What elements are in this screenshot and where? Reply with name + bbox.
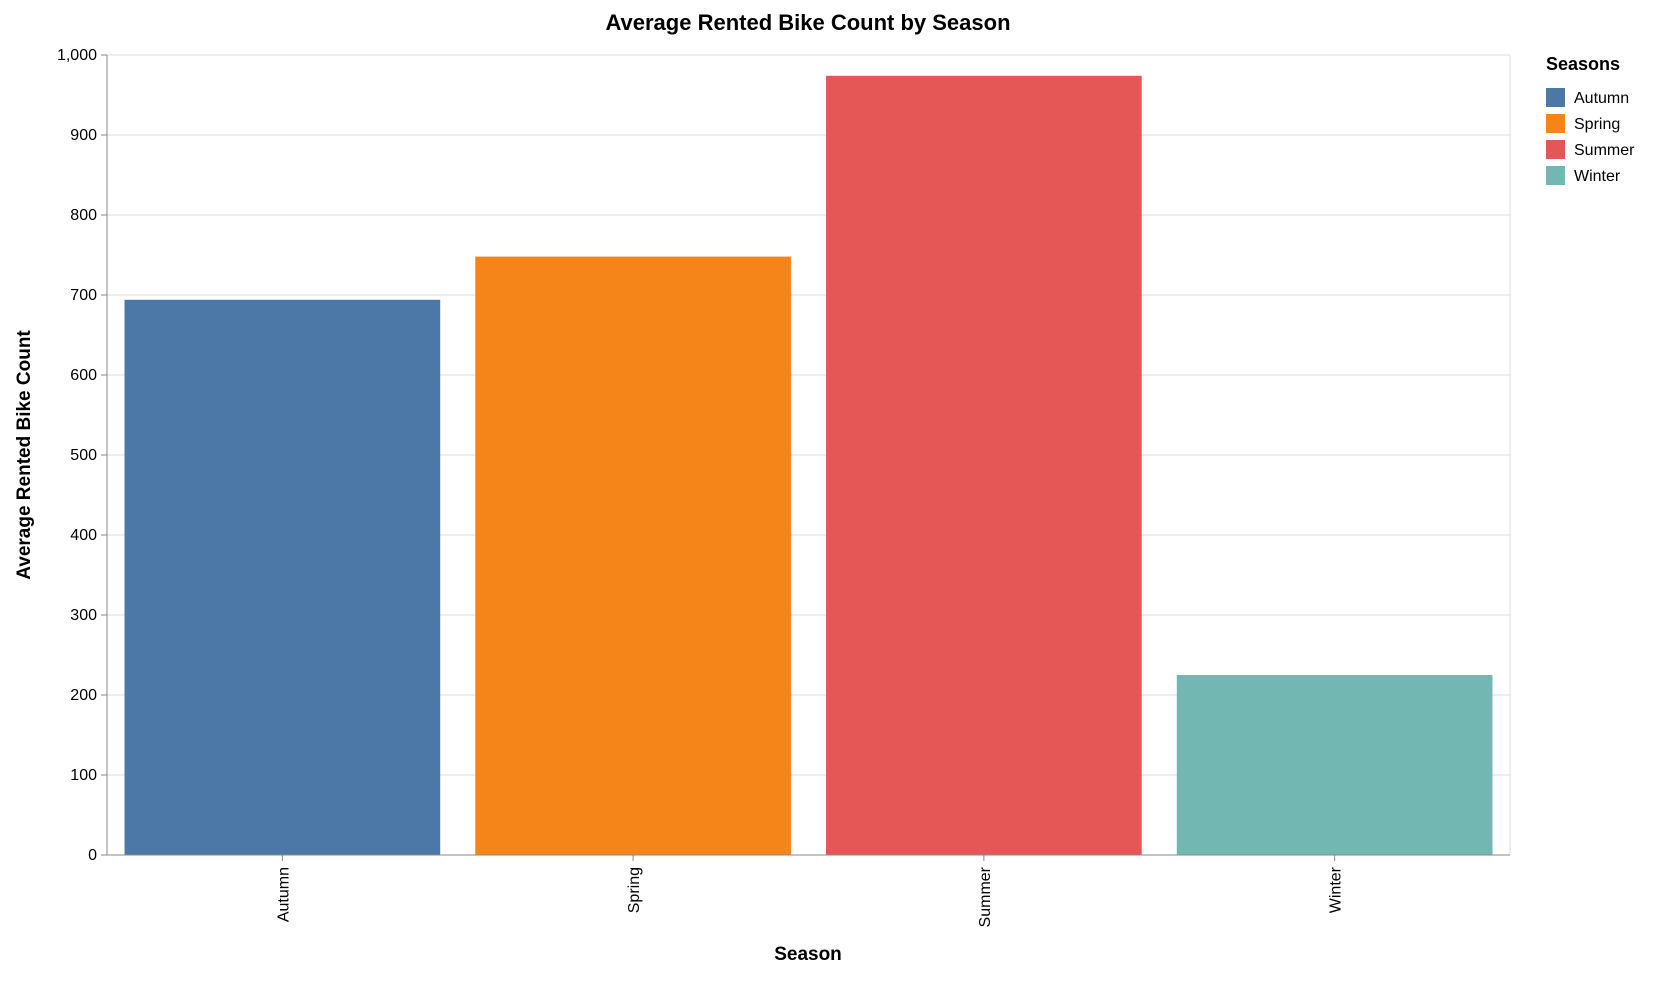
x-axis-title: Season <box>774 944 842 965</box>
y-tick-label: 700 <box>70 287 97 304</box>
bar-autumn <box>124 299 441 855</box>
x-tick-label: Winter <box>1328 866 1345 913</box>
legend-swatch-winter <box>1546 166 1565 185</box>
y-tick-label: 800 <box>70 207 97 224</box>
y-tick-label: 900 <box>70 127 97 144</box>
y-axis-ticks: 0 100 200 300 400 500 600 700 800 900 1,000 <box>57 47 107 864</box>
y-tick-label: 300 <box>70 607 97 624</box>
x-tick-label: Summer <box>977 866 994 927</box>
y-tick-label: 500 <box>70 447 97 464</box>
legend-swatch-spring <box>1546 114 1565 133</box>
y-axis-title: Average Rented Bike Count <box>14 330 35 580</box>
legend: Seasons Autumn Spring Summer Winter <box>1546 54 1635 185</box>
y-tick-label: 400 <box>70 527 97 544</box>
chart-title: Average Rented Bike Count by Season <box>605 10 1010 35</box>
legend-swatch-summer <box>1546 140 1565 159</box>
legend-label-autumn: Autumn <box>1574 90 1629 107</box>
x-tick-label: Autumn <box>275 867 292 922</box>
legend-label-spring: Spring <box>1574 116 1620 133</box>
y-tick-label: 100 <box>70 767 97 784</box>
x-tick-label: Spring <box>626 867 643 913</box>
y-tick-label: 1,000 <box>57 47 97 64</box>
y-tick-label: 0 <box>88 847 97 864</box>
y-tick-label: 200 <box>70 687 97 704</box>
legend-swatch-autumn <box>1546 88 1565 107</box>
bar-winter <box>1176 675 1493 855</box>
bars <box>124 75 1493 856</box>
x-axis-ticks: Autumn Spring Summer Winter <box>275 855 1345 927</box>
legend-label-winter: Winter <box>1574 168 1621 185</box>
legend-label-summer: Summer <box>1574 142 1635 159</box>
bar-summer <box>826 75 1142 856</box>
bar-spring <box>475 256 791 856</box>
y-tick-label: 600 <box>70 367 97 384</box>
legend-title: Seasons <box>1546 54 1620 74</box>
